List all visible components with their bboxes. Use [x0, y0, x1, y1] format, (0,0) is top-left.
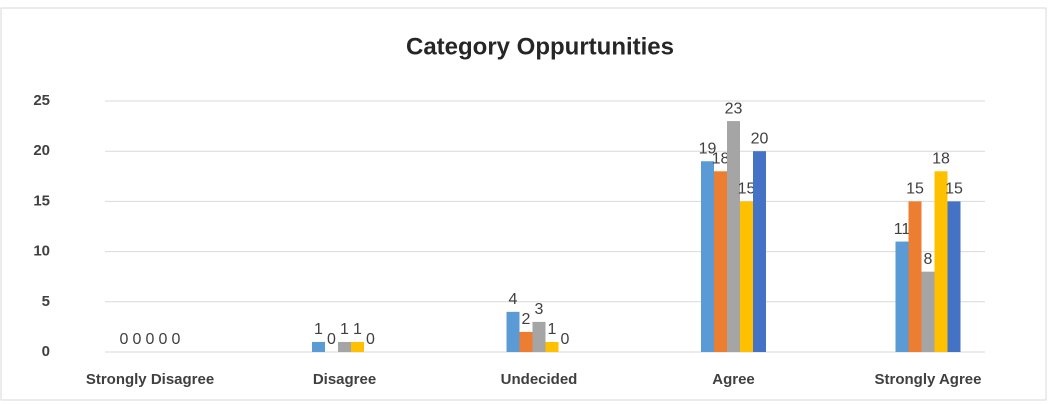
value-label: 8 [924, 251, 933, 268]
bar [740, 201, 753, 352]
bar [506, 311, 520, 352]
bar [908, 201, 922, 352]
value-label: 23 [725, 100, 743, 117]
bar [351, 341, 364, 352]
bar [701, 161, 714, 352]
x-tick-label: Disagree [313, 371, 376, 388]
value-label: 0 [561, 331, 570, 348]
y-tick-label: 10 [33, 243, 50, 260]
y-tick-label: 25 [33, 92, 50, 109]
bar [947, 201, 961, 352]
bar [934, 171, 948, 352]
x-tick-label: Strongly Agree [875, 371, 982, 388]
value-label: 11 [894, 221, 911, 238]
y-tick-label: 15 [33, 192, 50, 209]
x-tick-label: Agree [712, 371, 755, 388]
value-label: 15 [738, 181, 756, 198]
chart-title: Category Oppurtunities [406, 33, 674, 60]
value-label: 1 [353, 321, 362, 338]
value-label: 0 [366, 331, 375, 348]
value-label: 0 [146, 331, 155, 348]
bar [714, 171, 727, 352]
bar [532, 321, 546, 352]
bar [312, 341, 325, 352]
bar [519, 331, 533, 352]
value-label: 0 [172, 331, 181, 348]
value-label: 1 [314, 321, 323, 338]
x-tick-label: Undecided [501, 371, 578, 388]
bar [753, 151, 766, 352]
value-label: 0 [133, 331, 142, 348]
bar [545, 341, 559, 352]
x-tick-label: Strongly Disagree [86, 371, 214, 388]
value-label: 2 [522, 311, 531, 328]
value-label: 15 [906, 181, 924, 198]
bar [895, 241, 909, 352]
value-label: 20 [751, 130, 769, 147]
y-tick-label: 5 [42, 293, 50, 310]
bar [338, 341, 351, 352]
value-label: 0 [120, 331, 129, 348]
value-label: 0 [327, 331, 336, 348]
value-label: 18 [712, 150, 730, 167]
value-label: 15 [945, 181, 963, 198]
value-label: 3 [535, 301, 544, 318]
y-tick-label: 0 [42, 343, 50, 360]
y-tick-label: 20 [33, 142, 50, 159]
value-label: 19 [699, 140, 717, 157]
value-label: 1 [340, 321, 349, 338]
value-label: 4 [509, 291, 518, 308]
value-label: 0 [159, 331, 168, 348]
value-label: 1 [548, 321, 557, 338]
bar [727, 121, 740, 352]
value-label: 18 [932, 150, 950, 167]
bar [921, 271, 935, 352]
